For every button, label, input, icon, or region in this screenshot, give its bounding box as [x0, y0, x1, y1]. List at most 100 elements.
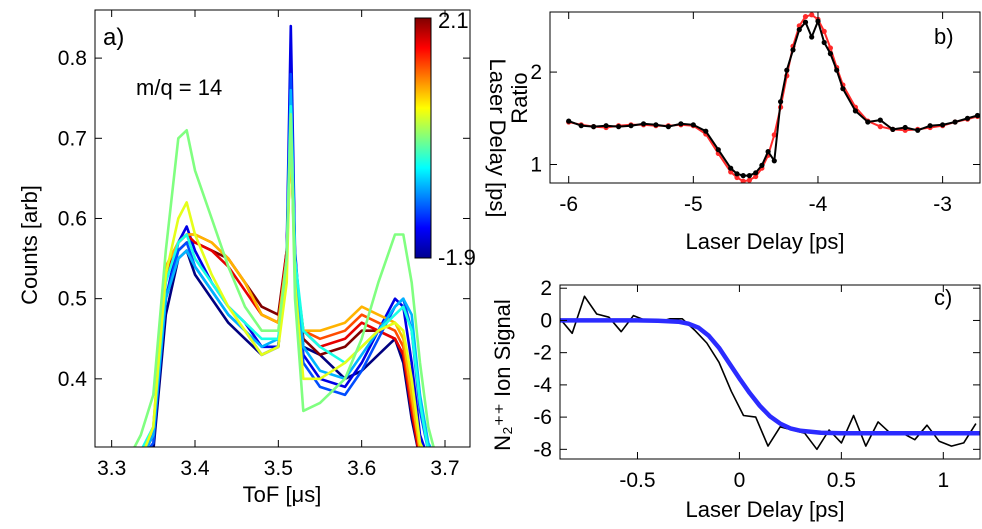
c-x-tick-label: 0.5: [827, 469, 856, 492]
panel-b-data-point: [566, 118, 572, 124]
panel-b-data-point: [877, 124, 883, 130]
panel-b-data-point: [821, 28, 827, 34]
panel-b: -6 -5 -4 -3 1 2 b) Laser Delay [ps] Ratio: [507, 11, 981, 254]
panel-b-data-point: [734, 174, 740, 181]
panel-a: 3.3 3.4 3.5 3.6 3.7 0.4 0.5 0.6 0.7 0.8 a) m/q = …: [17, 8, 510, 507]
colorbar-gradient: [414, 17, 432, 259]
panel-b-series-group: [566, 12, 980, 183]
panel-b-x-axis-label: Laser Delay [ps]: [686, 229, 845, 254]
panel-b-data-point: [827, 51, 834, 57]
panel-b-series-line: [568, 13, 978, 183]
panel-b-data-point: [796, 27, 802, 33]
panel-b-data-point: [740, 173, 746, 179]
panel-a-x-axis-label: ToF [μs]: [243, 482, 322, 507]
panel-b-series-line: [568, 18, 978, 177]
panel-a-annotation: m/q = 14: [136, 75, 222, 100]
panel-b-label: b): [934, 24, 954, 49]
panel-c-y-axis-label: N₂⁺⁺ Ion Signal: [490, 299, 515, 451]
panel-b-data-point: [759, 162, 765, 168]
panel-a-ticks: 3.3 3.4 3.5 3.6 3.7 0.4 0.5 0.6 0.7 0.8: [58, 10, 470, 480]
colorbar-min-label: -1.9: [438, 245, 476, 270]
a-x-tick-label: 3.4: [180, 457, 210, 480]
b-y-tick-label: 1: [530, 154, 542, 177]
a-x-tick-label: 3.5: [264, 457, 293, 480]
panel-b-data-point: [865, 119, 871, 125]
b-y-tick-label: 2: [530, 61, 542, 84]
panel-b-data-point: [753, 173, 759, 180]
panel-b-data-point: [809, 12, 815, 18]
panel-c-axes-frame: [559, 284, 981, 460]
a-x-tick-label: 3.6: [347, 457, 376, 480]
b-x-tick-label: -6: [559, 193, 578, 216]
panel-c-series-group: [560, 295, 980, 451]
panel-b-axes-frame: [549, 11, 981, 184]
panel-b-data-point: [915, 127, 921, 133]
c-y-tick-label: 2: [540, 277, 552, 300]
panel-b-data-point: [902, 124, 908, 131]
a-y-tick-label: 0.5: [58, 288, 87, 311]
panel-b-data-point: [927, 123, 933, 129]
panel-b-data-point: [678, 121, 684, 127]
panel-b-data-point: [665, 124, 672, 130]
panel-b-data-point: [952, 119, 958, 125]
a-y-tick-label: 0.6: [58, 207, 87, 230]
panel-b-data-point: [778, 99, 784, 105]
panel-b-data-point: [740, 178, 746, 183]
panel-c-x-axis-label: Laser Delay [ps]: [686, 497, 845, 522]
panel-b-data-point: [734, 171, 740, 177]
colorbar-title: Laser Delay [ps]: [485, 59, 510, 218]
a-x-tick-label: 3.3: [97, 457, 126, 480]
panel-a-series-group: [133, 24, 435, 447]
panel-b-data-point: [802, 14, 809, 20]
panel-b-data-point: [591, 124, 597, 130]
panel-b-data-point: [603, 123, 609, 129]
panel-a-label: a): [103, 24, 124, 51]
panel-b-data-point: [840, 86, 846, 92]
panel-b-data-point: [753, 170, 759, 176]
c-x-tick-label: 0: [734, 469, 746, 492]
panel-b-data-point: [821, 39, 827, 46]
a-y-tick-label: 0.4: [58, 368, 88, 391]
panel-c-label: c): [934, 285, 952, 310]
panel-b-data-point: [852, 108, 859, 114]
panel-b-data-point: [653, 122, 659, 128]
panel-c: -0.5 0 0.5 1-8-6-4-202 c) Laser Delay [ps] …: [490, 277, 981, 522]
panel-b-data-point: [628, 123, 634, 129]
panel-b-data-point: [771, 158, 777, 164]
a-x-tick-label: 3.7: [430, 457, 459, 480]
b-x-tick-label: -4: [809, 193, 828, 216]
panel-a-y-axis-label: Counts [arb]: [17, 185, 42, 305]
colorbar-max-label: 2.1: [438, 8, 469, 33]
panel-a-colorbar: 2.1 -1.9 Laser Delay [ps]: [414, 8, 510, 270]
panel-b-data-point: [790, 47, 796, 53]
panel-b-data-point: [690, 122, 696, 128]
panel-a-axes-frame: [94, 9, 471, 448]
panel-b-data-point: [809, 34, 815, 40]
panel-b-data-point: [802, 19, 809, 25]
c-y-tick-label: 0: [540, 309, 552, 332]
panel-b-data-point: [964, 115, 971, 121]
panel-b-data-point: [815, 18, 821, 24]
b-x-tick-label: -3: [933, 193, 952, 216]
panel-b-data-point: [771, 132, 777, 138]
panel-b-data-point: [940, 122, 946, 128]
panel-b-data-point: [784, 67, 790, 73]
c-y-tick-label: -2: [533, 342, 552, 365]
panel-b-ticks: -6 -5 -4 -3 1 2: [530, 12, 980, 216]
panel-b-data-point: [746, 177, 753, 183]
panel-c-fit-line: [560, 318, 980, 436]
panel-b-data-point: [715, 147, 721, 153]
panel-b-data-point: [703, 128, 709, 134]
panel-b-data-point: [640, 121, 647, 127]
panel-b-data-point: [890, 126, 896, 132]
panel-b-data-point: [746, 173, 753, 179]
panel-a-series-line: [133, 112, 435, 447]
panel-c-ticks: -0.5 0 0.5 1 -8 -6 -4 -2 0 2: [533, 277, 980, 492]
c-x-tick-label: 1: [937, 469, 949, 492]
panel-b-y-axis-label: Ratio: [507, 72, 532, 123]
c-y-tick-label: -8: [533, 438, 552, 461]
panel-b-data-point: [616, 124, 622, 130]
panel-b-data-point: [765, 149, 771, 155]
a-y-tick-label: 0.7: [58, 127, 87, 150]
